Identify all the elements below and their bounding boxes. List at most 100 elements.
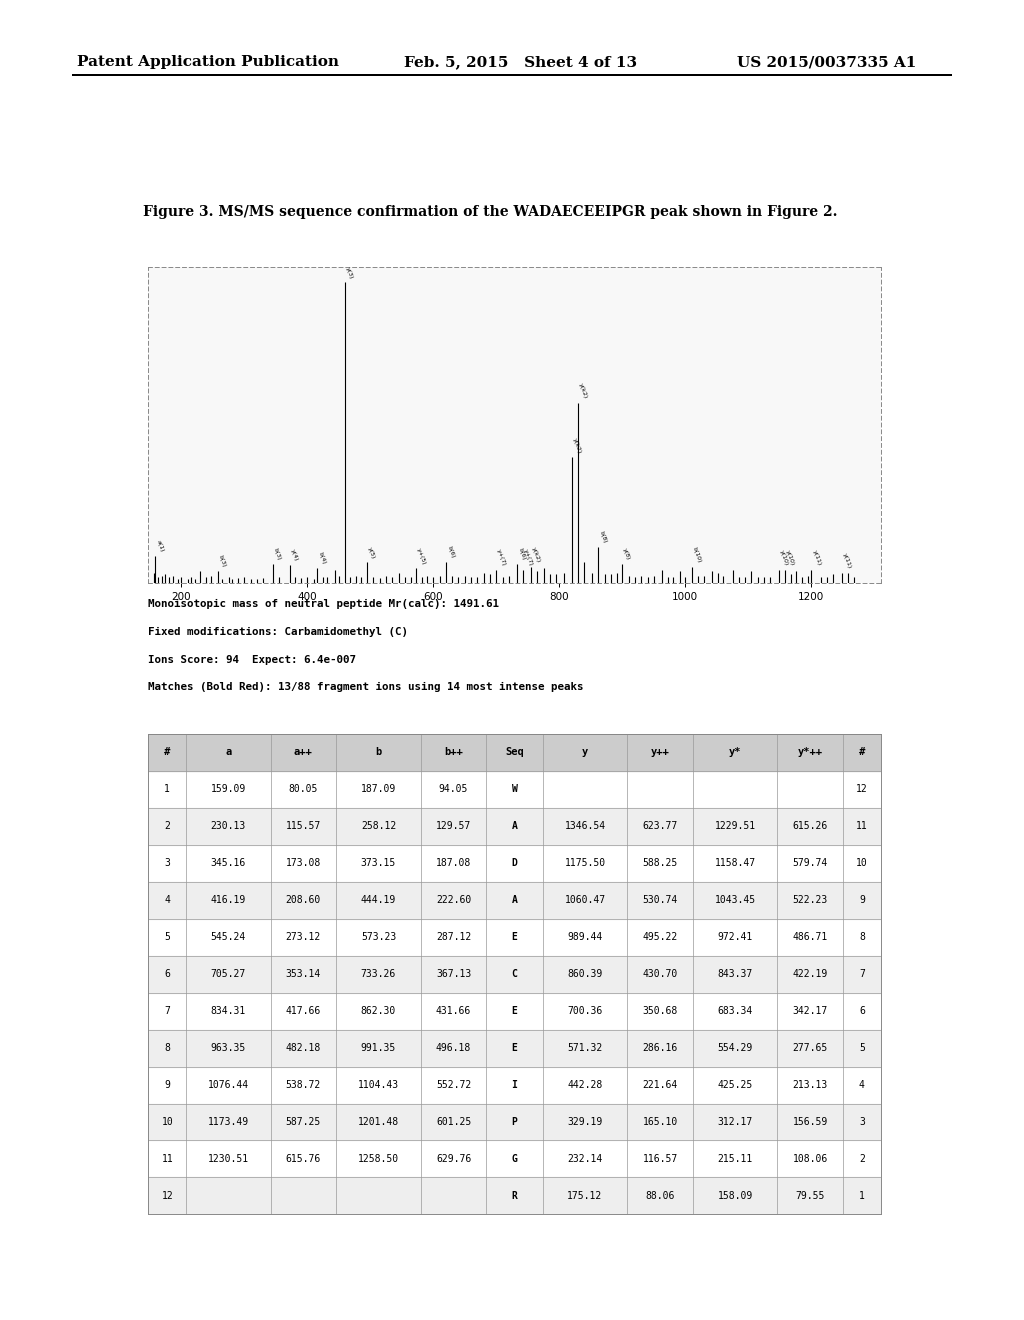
Bar bbox=[148, 1177, 881, 1214]
Text: 629.76: 629.76 bbox=[436, 1154, 471, 1164]
Text: 258.12: 258.12 bbox=[360, 821, 396, 832]
Text: 158.09: 158.09 bbox=[718, 1191, 753, 1201]
Text: 1229.51: 1229.51 bbox=[715, 821, 756, 832]
Text: 6: 6 bbox=[859, 1006, 865, 1016]
Text: b(10): b(10) bbox=[691, 546, 702, 564]
Text: b(3): b(3) bbox=[272, 546, 282, 561]
Text: 10: 10 bbox=[856, 858, 867, 869]
Text: y(k2): y(k2) bbox=[530, 546, 542, 564]
Text: 615.26: 615.26 bbox=[793, 821, 827, 832]
Text: 571.32: 571.32 bbox=[567, 1043, 602, 1053]
Text: 683.34: 683.34 bbox=[718, 1006, 753, 1016]
Text: 367.13: 367.13 bbox=[436, 969, 471, 979]
Text: 1: 1 bbox=[859, 1191, 865, 1201]
Text: 7: 7 bbox=[859, 969, 865, 979]
Text: 373.15: 373.15 bbox=[360, 858, 396, 869]
Text: 486.71: 486.71 bbox=[793, 932, 827, 942]
Text: 221.64: 221.64 bbox=[642, 1080, 678, 1090]
Text: E: E bbox=[512, 1006, 517, 1016]
Text: 417.66: 417.66 bbox=[286, 1006, 321, 1016]
Text: 208.60: 208.60 bbox=[286, 895, 321, 906]
Text: 80.05: 80.05 bbox=[289, 784, 318, 795]
Text: 425.25: 425.25 bbox=[718, 1080, 753, 1090]
Text: 230.13: 230.13 bbox=[211, 821, 246, 832]
Text: b(4): b(4) bbox=[317, 552, 327, 565]
Text: 222.60: 222.60 bbox=[436, 895, 471, 906]
Text: a(1): a(1) bbox=[156, 540, 165, 553]
Text: y+(7): y+(7) bbox=[497, 548, 507, 566]
Text: 8: 8 bbox=[859, 932, 865, 942]
Text: 1201.48: 1201.48 bbox=[358, 1117, 399, 1127]
Text: 173.08: 173.08 bbox=[286, 858, 321, 869]
Text: 623.77: 623.77 bbox=[642, 821, 678, 832]
Text: 1173.49: 1173.49 bbox=[208, 1117, 249, 1127]
Text: y(11): y(11) bbox=[842, 553, 852, 570]
Text: 277.65: 277.65 bbox=[793, 1043, 827, 1053]
Text: 1346.54: 1346.54 bbox=[564, 821, 605, 832]
Text: 5: 5 bbox=[859, 1043, 865, 1053]
Text: Matches (Bold Red): 13/88 fragment ions using 14 most intense peaks: Matches (Bold Red): 13/88 fragment ions … bbox=[148, 682, 584, 693]
Text: 159.09: 159.09 bbox=[211, 784, 246, 795]
Text: 538.72: 538.72 bbox=[286, 1080, 321, 1090]
Text: y+(7): y+(7) bbox=[522, 548, 534, 566]
Text: 989.44: 989.44 bbox=[567, 932, 602, 942]
Text: 286.16: 286.16 bbox=[642, 1043, 678, 1053]
Text: A: A bbox=[512, 821, 517, 832]
Text: 1: 1 bbox=[164, 784, 170, 795]
Text: 7: 7 bbox=[164, 1006, 170, 1016]
Text: y(11): y(11) bbox=[811, 549, 821, 566]
Text: 345.16: 345.16 bbox=[211, 858, 246, 869]
Text: 700.36: 700.36 bbox=[567, 1006, 602, 1016]
Text: y(3): y(3) bbox=[345, 265, 354, 280]
Text: P: P bbox=[512, 1117, 517, 1127]
Text: 2: 2 bbox=[859, 1154, 865, 1164]
Text: y(10): y(10) bbox=[778, 549, 788, 566]
Text: 94.05: 94.05 bbox=[439, 784, 468, 795]
Text: 587.25: 587.25 bbox=[286, 1117, 321, 1127]
Text: 116.57: 116.57 bbox=[642, 1154, 678, 1164]
Text: 353.14: 353.14 bbox=[286, 969, 321, 979]
Text: C: C bbox=[512, 969, 517, 979]
Text: 215.11: 215.11 bbox=[718, 1154, 753, 1164]
Text: Patent Application Publication: Patent Application Publication bbox=[77, 55, 339, 70]
Text: 187.08: 187.08 bbox=[436, 858, 471, 869]
Text: 11: 11 bbox=[856, 821, 867, 832]
Text: 115.57: 115.57 bbox=[286, 821, 321, 832]
Text: 422.19: 422.19 bbox=[793, 969, 827, 979]
Text: 4: 4 bbox=[859, 1080, 865, 1090]
Text: D: D bbox=[512, 858, 517, 869]
Bar bbox=[148, 734, 881, 771]
Text: 3: 3 bbox=[859, 1117, 865, 1127]
Text: 991.35: 991.35 bbox=[360, 1043, 396, 1053]
Text: 444.19: 444.19 bbox=[360, 895, 396, 906]
Text: 573.23: 573.23 bbox=[360, 932, 396, 942]
Text: b(3): b(3) bbox=[218, 554, 227, 568]
Text: b(6): b(6) bbox=[445, 545, 455, 560]
Text: 860.39: 860.39 bbox=[567, 969, 602, 979]
Text: b++: b++ bbox=[444, 747, 463, 758]
Text: 213.13: 213.13 bbox=[793, 1080, 827, 1090]
Text: 601.25: 601.25 bbox=[436, 1117, 471, 1127]
Text: 1158.47: 1158.47 bbox=[715, 858, 756, 869]
Text: y(k2): y(k2) bbox=[571, 437, 583, 454]
Text: 1060.47: 1060.47 bbox=[564, 895, 605, 906]
Text: 431.66: 431.66 bbox=[436, 1006, 471, 1016]
Text: 287.12: 287.12 bbox=[436, 932, 471, 942]
Text: 12: 12 bbox=[162, 1191, 173, 1201]
Text: W: W bbox=[512, 784, 517, 795]
Text: 1076.44: 1076.44 bbox=[208, 1080, 249, 1090]
Text: 1043.45: 1043.45 bbox=[715, 895, 756, 906]
Text: 9: 9 bbox=[164, 1080, 170, 1090]
Text: 350.68: 350.68 bbox=[642, 1006, 678, 1016]
Text: y*: y* bbox=[729, 747, 741, 758]
Text: Monoisotopic mass of neutral peptide Mr(calc): 1491.61: Monoisotopic mass of neutral peptide Mr(… bbox=[148, 599, 500, 610]
Bar bbox=[148, 808, 881, 845]
Text: 416.19: 416.19 bbox=[211, 895, 246, 906]
Text: 530.74: 530.74 bbox=[642, 895, 678, 906]
Text: E: E bbox=[512, 1043, 517, 1053]
Text: 442.28: 442.28 bbox=[567, 1080, 602, 1090]
Text: Figure 3. MS/MS sequence confirmation of the WADAECEEIPGR peak shown in Figure 2: Figure 3. MS/MS sequence confirmation of… bbox=[143, 205, 838, 219]
Text: 232.14: 232.14 bbox=[567, 1154, 602, 1164]
Text: y: y bbox=[582, 747, 588, 758]
Text: 156.59: 156.59 bbox=[793, 1117, 827, 1127]
